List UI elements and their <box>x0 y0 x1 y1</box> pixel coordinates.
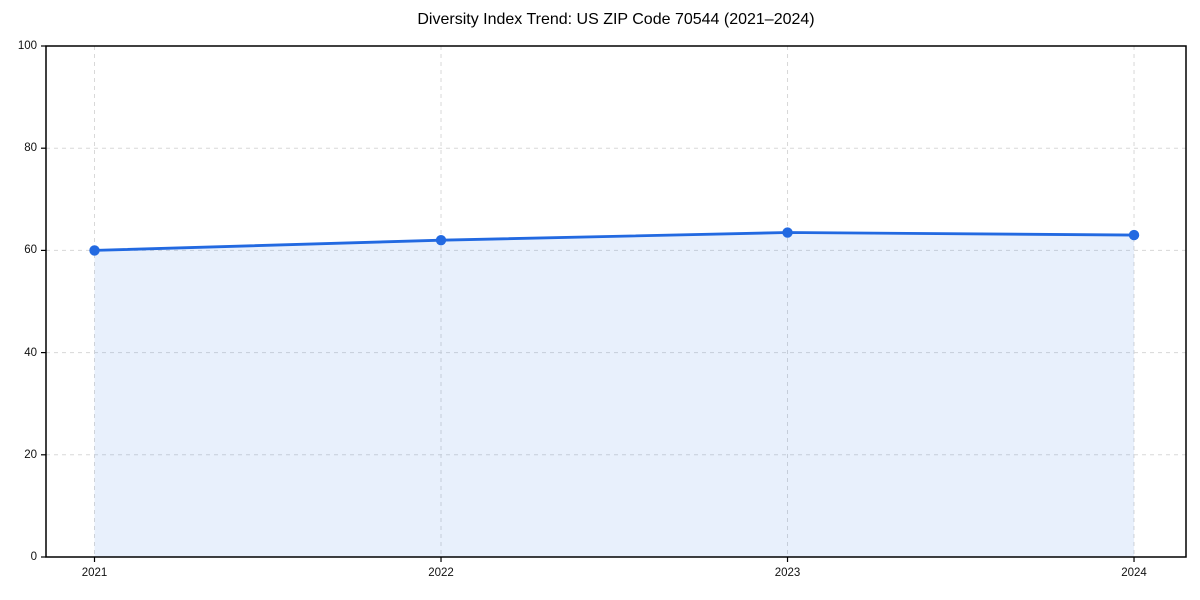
data-point-markers <box>89 227 1140 256</box>
plot-border <box>45 45 1187 558</box>
axis-tick-marks <box>41 45 1135 562</box>
x-tick-label: 2022 <box>428 567 454 579</box>
y-tick-label: 80 <box>24 142 37 155</box>
data-point-marker <box>1128 229 1140 241</box>
y-tick-label: 40 <box>24 346 37 359</box>
area-fill <box>94 232 1135 557</box>
y-tick-label: 20 <box>24 448 37 461</box>
x-tick-label: 2021 <box>81 567 108 579</box>
x-tick-label: 2023 <box>774 567 801 579</box>
data-point-marker <box>782 227 793 238</box>
y-tick-label: 0 <box>30 551 37 563</box>
data-point-marker <box>435 234 447 246</box>
y-tick-label: 100 <box>17 40 37 52</box>
trend-line <box>93 231 1136 252</box>
gridlines <box>46 46 1186 557</box>
chart-title: Diversity Index Trend: US ZIP Code 70544… <box>417 11 815 28</box>
x-tick-label: 2024 <box>1121 567 1147 579</box>
data-point-marker <box>89 245 100 256</box>
y-tick-label: 60 <box>24 244 37 257</box>
